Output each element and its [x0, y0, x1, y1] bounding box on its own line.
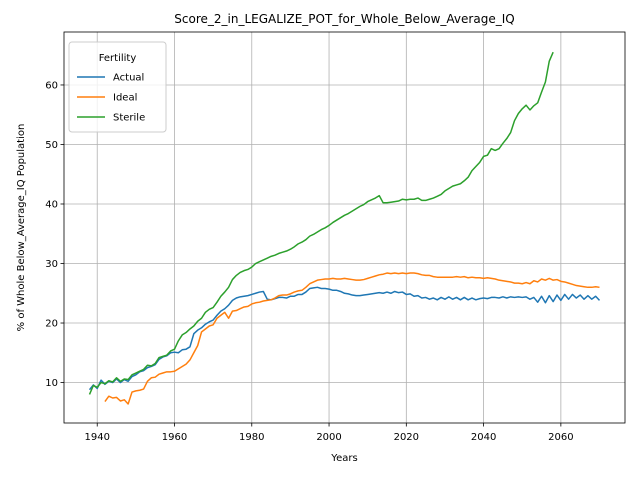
series-line [104, 272, 600, 405]
y-tick-label: 10 [45, 378, 58, 389]
x-tick-label: 1980 [239, 432, 264, 443]
chart-title: Score_2_in_LEGALIZE_POT_for_Whole_Below_… [174, 12, 514, 26]
y-tick-label: 20 [45, 319, 58, 330]
legend-label: Sterile [113, 113, 145, 124]
legend: Fertility Actual Ideal Sterile [68, 41, 167, 133]
x-axis-label: Years [330, 453, 357, 464]
y-tick-label: 30 [45, 259, 58, 270]
series-line [88, 286, 601, 391]
legend-box [68, 41, 167, 133]
x-tick-label: 1960 [162, 432, 187, 443]
y-tick-label: 50 [45, 140, 58, 151]
y-tick-label: 60 [45, 80, 58, 91]
x-tick-label: 1940 [85, 432, 110, 443]
x-tick-label: 2040 [471, 432, 496, 443]
legend-title: Fertility [99, 53, 137, 64]
x-tick-label: 2020 [394, 432, 419, 443]
x-tick-label: 2060 [548, 432, 573, 443]
series-line [88, 51, 554, 395]
y-axis-label: % of Whole Below_Average_IQ Population [16, 124, 27, 332]
legend-label: Actual [113, 73, 144, 84]
y-tick-label: 40 [45, 199, 58, 210]
x-tick-label: 2000 [316, 432, 341, 443]
legend-label: Ideal [113, 93, 137, 104]
plot-frame [63, 31, 626, 424]
